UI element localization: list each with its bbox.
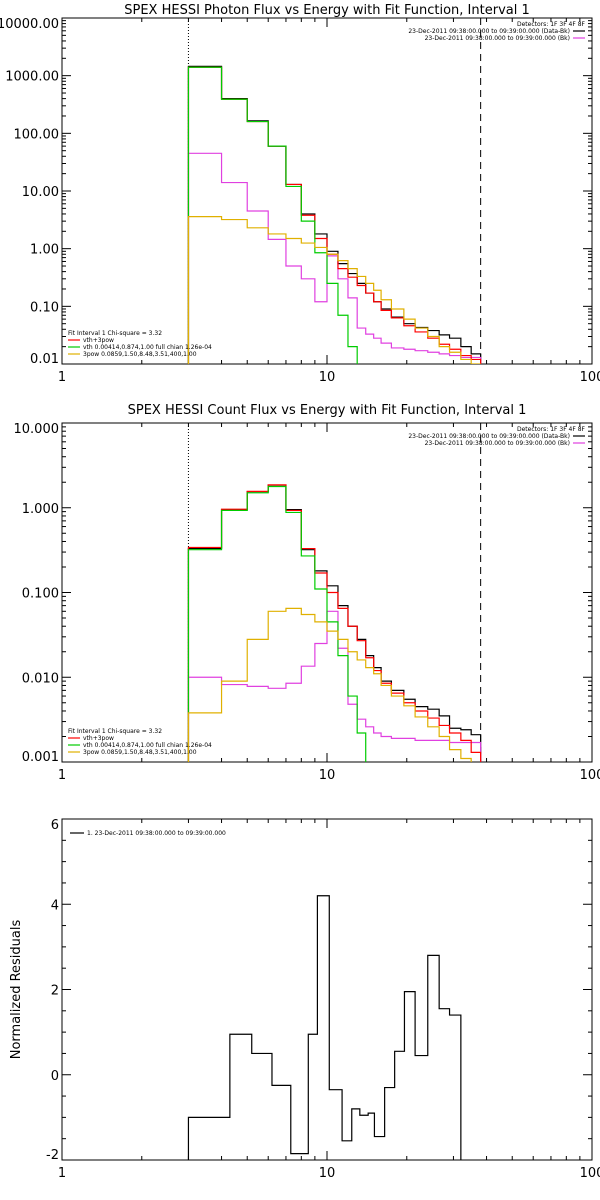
- photon-legend_top-entry: 23-Dec-2011 09:38:00.000 to 09:39:00.000…: [425, 35, 570, 42]
- count-y-tick-label: 0.001: [22, 750, 59, 765]
- photon-series-line-4: [187, 215, 481, 364]
- residuals-y-tick-label: 2: [51, 984, 59, 999]
- count-chart-title: SPEX HESSI Count Flux vs Energy with Fit…: [128, 403, 527, 418]
- photon-legend_bottom-entry: Fit Interval 1 Chi-square = 3.32: [68, 330, 162, 337]
- count-y-tick-label: 1.000: [22, 502, 59, 517]
- photon-y-tick-label: 10.00: [22, 185, 59, 200]
- photon-chart-title: SPEX HESSI Photon Flux vs Energy with Fi…: [124, 3, 530, 18]
- photon-legend_top-entry: 23-Dec-2011 09:38:00.000 to 09:39:00.000…: [408, 28, 570, 35]
- photon-series-line-0: [187, 65, 482, 364]
- photon-legend_bottom-entry: vth+3pow: [83, 337, 114, 344]
- residuals-x-tick-label: 1: [58, 1166, 66, 1181]
- count-y-tick-label: 0.100: [22, 587, 59, 602]
- residuals-y-tick-label: 4: [51, 898, 59, 913]
- photon-legend_top-entry: Detectors: 1F 3F 4F 8F: [517, 21, 586, 28]
- count-legend_top-entry: 23-Dec-2011 09:38:00.000 to 09:39:00.000…: [408, 433, 570, 440]
- count-legend_top-entry: Detectors: 1F 3F 4F 8F: [517, 426, 586, 433]
- photon-series-line-2: [187, 66, 482, 364]
- count-series-line-3: [187, 485, 375, 762]
- residuals-y-axis-label: Normalized Residuals: [9, 920, 24, 1060]
- photon-x-tick-label: 10: [319, 370, 336, 385]
- count-series-line-4: [187, 607, 482, 762]
- count-y-tick-label: 0.010: [22, 671, 59, 686]
- count-legend_bottom-entry: 3pow 0.0859,1.50,8.48,3.51,400,1.00: [83, 749, 197, 756]
- count-series-line-2: [187, 484, 482, 762]
- photon-y-tick-label: 1000.00: [5, 70, 59, 85]
- photon-legend_bottom-entry: vth 0.00414,0.874,1.00 full chian 1.26e-…: [83, 344, 212, 351]
- residuals-y-tick-label: -2: [46, 1148, 59, 1163]
- photon-y-tick-label: 1.00: [30, 243, 59, 258]
- photon-y-tick-label: 100.00: [14, 127, 60, 142]
- count-series-line-0: [187, 484, 482, 762]
- photon-series-line-1: [187, 152, 482, 364]
- count-series-line-1: [187, 610, 482, 762]
- residuals-x-tick-label: 10: [319, 1166, 336, 1181]
- count-x-tick-label: 1: [58, 768, 66, 783]
- residuals-legend_top-entry: 1. 23-Dec-2011 09:38:00.000 to 09:39:00.…: [87, 830, 226, 837]
- photon-x-tick-label: 1: [58, 370, 66, 385]
- photon-series-line-3: [187, 66, 367, 364]
- count-legend_bottom-entry: vth 0.00414,0.874,1.00 full chian 1.26e-…: [83, 742, 212, 749]
- photon-legend_bottom-entry: 3pow 0.0859,1.50,8.48,3.51,400,1.00: [83, 351, 197, 358]
- residuals-x-tick-label: 100: [580, 1166, 600, 1181]
- residuals-series-line-0: [187, 895, 482, 1160]
- photon-y-tick-label: 0.10: [30, 300, 59, 315]
- count-y-tick-label: 10.000: [14, 422, 60, 437]
- count-x-tick-label: 10: [319, 768, 336, 783]
- count-x-tick-label: 100: [580, 768, 600, 783]
- residuals-y-tick-label: 6: [51, 818, 59, 833]
- count-legend_top-entry: 23-Dec-2011 09:38:00.000 to 09:39:00.000…: [425, 440, 570, 447]
- residuals-plot-frame: [61, 818, 593, 1161]
- photon-x-tick-label: 100: [580, 370, 600, 385]
- count-legend_bottom-entry: vth+3pow: [83, 735, 114, 742]
- photon-plot-frame: [61, 17, 593, 365]
- count-legend_bottom-entry: Fit Interval 1 Chi-square = 3.32: [68, 728, 162, 735]
- photon-y-tick-label: 0.01: [30, 352, 59, 367]
- photon-y-tick-label: 10000.00: [0, 17, 59, 32]
- residuals-y-tick-label: 0: [51, 1069, 59, 1084]
